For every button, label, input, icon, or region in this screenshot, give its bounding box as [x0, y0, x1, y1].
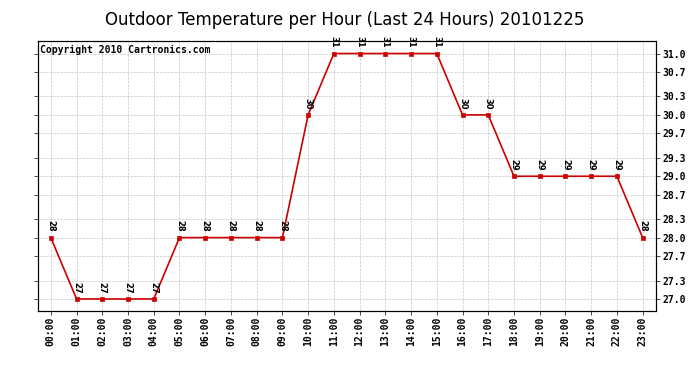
Text: 28: 28 — [252, 220, 262, 232]
Text: 29: 29 — [535, 159, 544, 171]
Text: 27: 27 — [124, 282, 132, 293]
Text: 28: 28 — [278, 220, 287, 232]
Text: 31: 31 — [381, 36, 390, 48]
Text: 30: 30 — [484, 98, 493, 109]
Text: 29: 29 — [586, 159, 595, 171]
Text: 29: 29 — [509, 159, 518, 171]
Text: 31: 31 — [406, 36, 415, 48]
Text: Copyright 2010 Cartronics.com: Copyright 2010 Cartronics.com — [40, 45, 210, 56]
Text: 30: 30 — [304, 98, 313, 109]
Text: 28: 28 — [226, 220, 235, 232]
Text: 27: 27 — [72, 282, 81, 293]
Text: Outdoor Temperature per Hour (Last 24 Hours) 20101225: Outdoor Temperature per Hour (Last 24 Ho… — [106, 11, 584, 29]
Text: 27: 27 — [98, 282, 107, 293]
Text: 27: 27 — [149, 282, 158, 293]
Text: 30: 30 — [458, 98, 467, 109]
Text: 28: 28 — [201, 220, 210, 232]
Text: 31: 31 — [432, 36, 442, 48]
Text: 31: 31 — [355, 36, 364, 48]
Text: 29: 29 — [561, 159, 570, 171]
Text: 28: 28 — [175, 220, 184, 232]
Text: 28: 28 — [638, 220, 647, 232]
Text: 28: 28 — [46, 220, 55, 232]
Text: 31: 31 — [329, 36, 338, 48]
Text: 29: 29 — [613, 159, 622, 171]
